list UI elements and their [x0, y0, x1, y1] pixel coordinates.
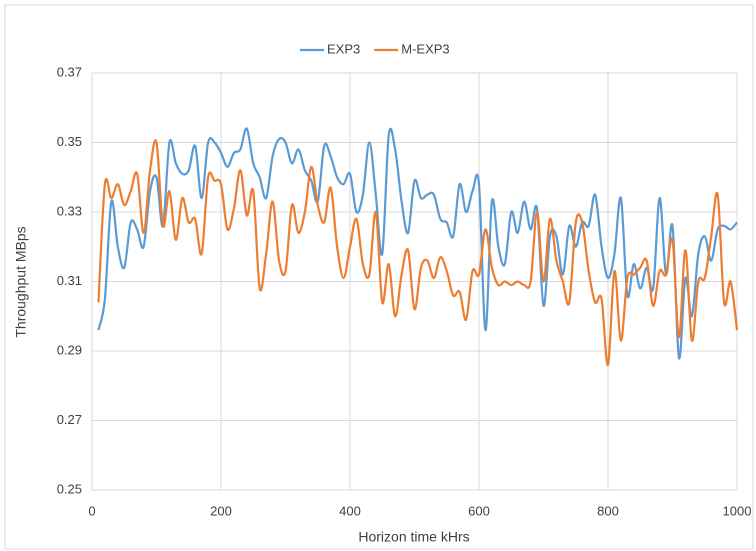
- y-tick-label: 0.37: [57, 64, 82, 79]
- line-series: [97, 139, 739, 367]
- y-tick-label: 0.33: [57, 203, 82, 218]
- x-tick-label: 0: [88, 503, 95, 518]
- x-axis-title: Horizon time kHrs: [358, 529, 469, 545]
- x-tick-label: 600: [468, 503, 490, 518]
- y-tick-label: 0.27: [57, 412, 82, 427]
- y-tick-label: 0.29: [57, 342, 82, 357]
- y-axis-title: Throughput MBps: [13, 226, 29, 337]
- chart-frame: [4, 4, 754, 550]
- line-series: [97, 127, 738, 360]
- y-tick-label: 0.35: [57, 134, 82, 149]
- x-tick-label: 1000: [723, 503, 752, 518]
- legend-label: M-EXP3: [401, 41, 449, 56]
- x-tick-label: 800: [597, 503, 619, 518]
- x-tick-label: 200: [210, 503, 232, 518]
- x-tick-label: 400: [339, 503, 361, 518]
- legend-label: EXP3: [327, 41, 360, 56]
- y-tick-label: 0.31: [57, 273, 82, 288]
- y-tick-label: 0.25: [57, 481, 82, 496]
